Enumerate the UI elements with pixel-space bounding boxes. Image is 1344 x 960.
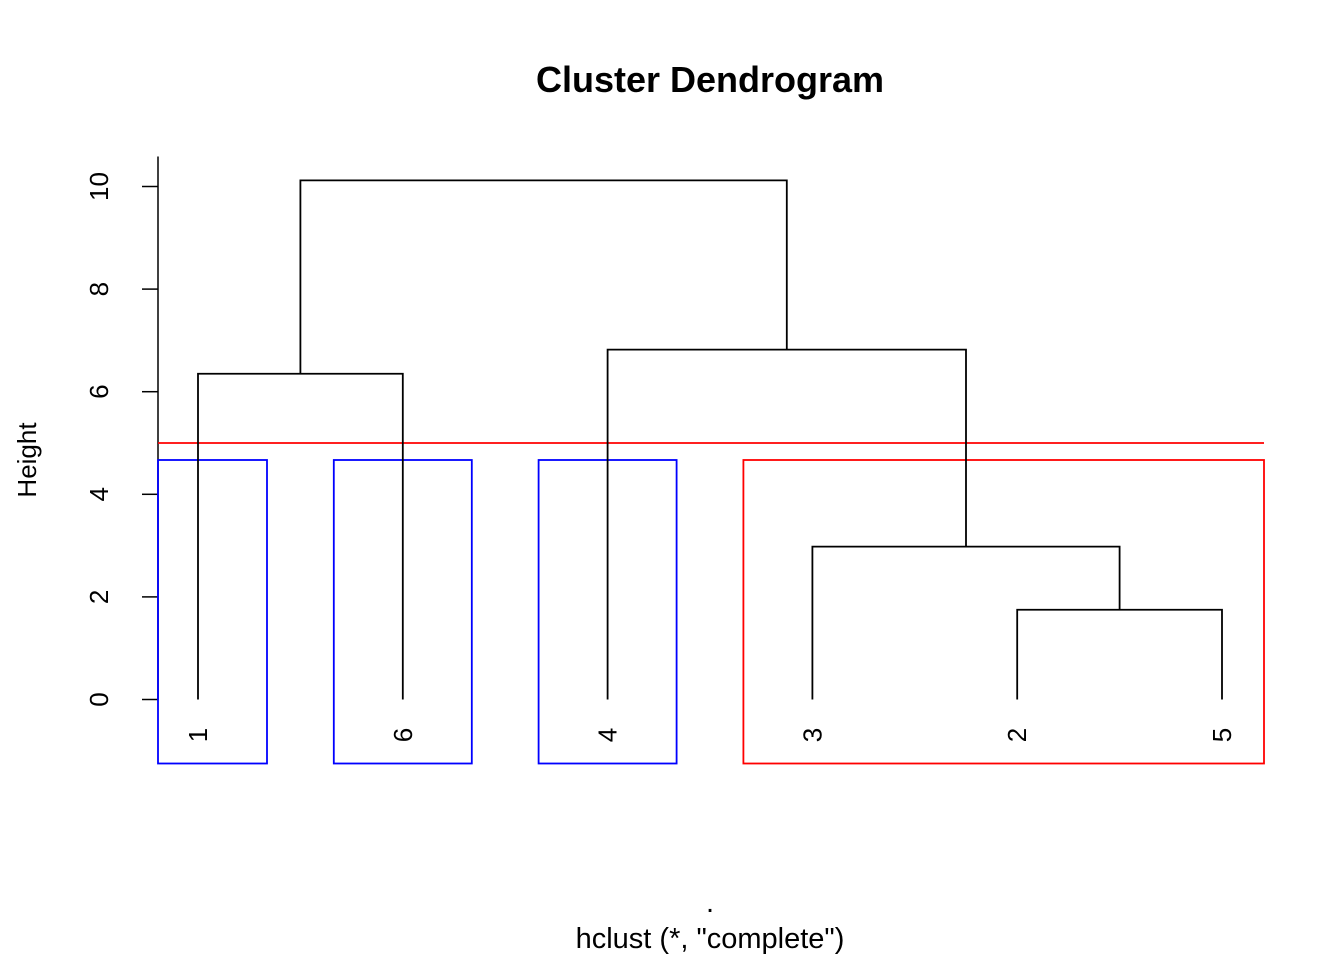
leaf-label: 3 bbox=[797, 728, 827, 742]
merge-branch bbox=[606, 348, 967, 700]
cluster-box bbox=[157, 459, 268, 765]
y-tick-label: 2 bbox=[84, 590, 114, 604]
leaf-label: 4 bbox=[593, 728, 623, 742]
y-tick-label: 8 bbox=[84, 282, 114, 296]
cluster-box bbox=[742, 459, 1265, 765]
leaf-label: 2 bbox=[1002, 728, 1032, 742]
leaf-label: 6 bbox=[388, 728, 418, 742]
chart-subtitle: hclust (*, "complete") bbox=[576, 923, 845, 955]
y-tick-label: 6 bbox=[84, 384, 114, 398]
y-axis-label: Height bbox=[12, 422, 42, 498]
merge-branch bbox=[811, 545, 1121, 700]
merge-branch bbox=[197, 372, 404, 700]
x-axis-label: . bbox=[706, 887, 714, 919]
y-axis: 0 2 4 6 8 10 bbox=[84, 156, 159, 707]
chart-title: Cluster Dendrogram bbox=[536, 59, 884, 100]
leaf-labels: 1 6 4 3 2 5 bbox=[183, 728, 1237, 742]
leaf-label: 5 bbox=[1207, 728, 1237, 742]
y-tick-label: 10 bbox=[84, 172, 114, 201]
cluster-boxes bbox=[157, 459, 1265, 765]
y-tick-label: 4 bbox=[84, 487, 114, 501]
y-tick-label: 0 bbox=[84, 692, 114, 706]
leaf-label: 1 bbox=[183, 728, 213, 742]
merge-branch bbox=[299, 179, 788, 374]
merge-branch bbox=[1016, 608, 1223, 700]
dendrogram-branches bbox=[197, 179, 1223, 700]
